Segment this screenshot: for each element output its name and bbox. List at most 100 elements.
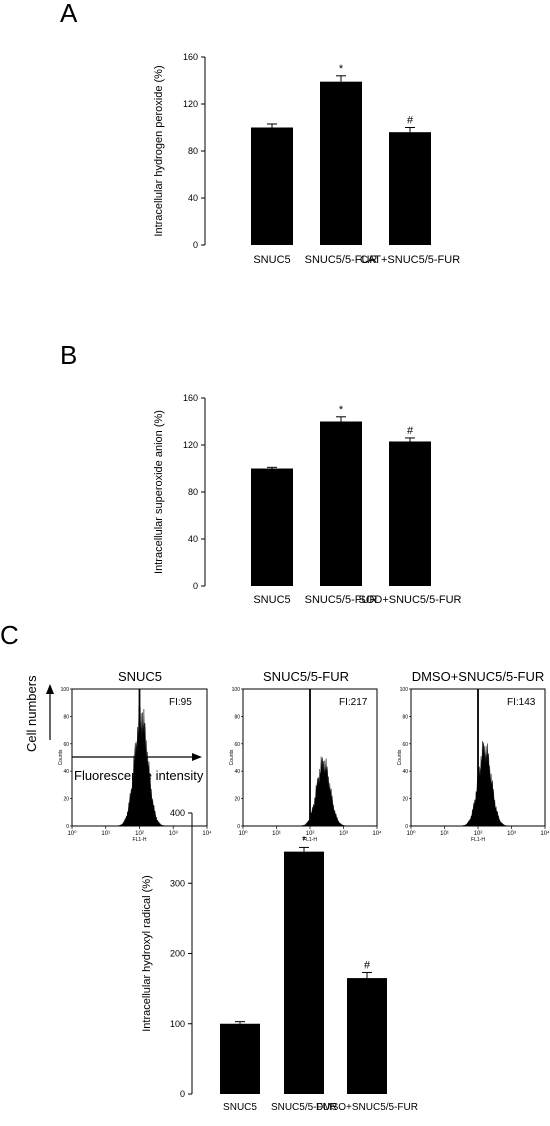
category-label: SNUC5	[253, 254, 290, 266]
histogram-y-tick-label: 100	[61, 687, 70, 693]
histogram-y-tick-label: 60	[63, 742, 69, 748]
histogram-x-label: FL1-H	[471, 837, 485, 843]
histogram-y-label: Counts	[229, 749, 235, 765]
significance-marker: *	[339, 63, 344, 75]
cell-numbers-arrow	[46, 684, 54, 740]
bar-3	[389, 441, 431, 586]
category-label: SNUC5/5-FUR	[305, 594, 378, 606]
histogram-y-tick-label: 20	[234, 797, 240, 803]
histogram-x-tick-label: 10³	[339, 831, 348, 837]
bar-1	[220, 1023, 260, 1094]
category-label: SOD+SNUC5/5-FUR	[359, 594, 462, 606]
cell-numbers-label: Cell numbers	[24, 675, 39, 752]
y-tick-label: 200	[170, 949, 185, 959]
y-tick-label: 0	[193, 581, 198, 591]
histogram-x-label: FL1-H	[303, 837, 317, 843]
histogram-y-tick-label: 0	[66, 824, 69, 830]
fluorescence-index-label: FI:95	[169, 697, 192, 708]
category-label: SNUC5/5-FUR	[305, 254, 378, 266]
y-tick-label: 160	[183, 393, 198, 403]
category-label: SNUC5/5-FUR	[271, 1102, 337, 1113]
histogram-y-tick-label: 0	[405, 824, 408, 830]
y-tick-label: 400	[170, 808, 185, 818]
y-tick-label: 120	[183, 99, 198, 109]
histogram-y-label: Counts	[58, 749, 64, 765]
histogram-x-tick-label: 10²	[135, 831, 144, 837]
histogram-y-tick-label: 20	[63, 797, 69, 803]
histogram-distribution	[115, 705, 167, 827]
bar-1	[251, 127, 293, 245]
histogram-x-tick-label: 10⁴	[202, 830, 212, 837]
histogram-x-tick-label: 10¹	[101, 831, 110, 837]
histogram-y-tick-label: 80	[63, 714, 69, 720]
histogram-y-tick-label: 0	[237, 824, 240, 830]
histogram-x-tick-label: 10¹	[440, 831, 449, 837]
histogram-y-tick-label: 80	[234, 714, 240, 720]
bar-2	[284, 851, 324, 1094]
y-axis-label: Intracellular hydrogen peroxide (%)	[153, 65, 165, 236]
histogram-x-tick-label: 10³	[169, 831, 178, 837]
panel-letter-c: C	[0, 620, 19, 650]
histogram-y-tick-label: 20	[402, 797, 408, 803]
histogram-title-1: SNUC5	[117, 669, 163, 684]
y-tick-label: 80	[188, 146, 198, 156]
histogram-y-tick-label: 40	[63, 769, 69, 775]
histogram-title-3: DMSO+SNUC5/5-FUR	[411, 669, 545, 684]
histogram-x-tick-label: 10⁰	[406, 830, 416, 837]
y-tick-label: 0	[180, 1089, 185, 1099]
y-axis-label: Intracellular superoxide anion (%)	[153, 410, 165, 574]
bar-chart-1: 0 40 80 120 160 Intracellular hydrogen peroxi…	[153, 52, 460, 266]
category-label: DMSO+SNUC5/5-FUR	[316, 1102, 418, 1113]
bar-3	[347, 978, 387, 1094]
bar-2	[320, 81, 362, 245]
y-tick-label: 40	[188, 193, 198, 203]
histogram-y-tick-label: 60	[234, 742, 240, 748]
histogram-x-label: FL1-H	[133, 837, 147, 843]
histogram-x-tick-label: 10¹	[272, 831, 281, 837]
histogram-distribution	[298, 756, 349, 827]
bar-3	[389, 132, 431, 245]
histogram-x-tick-label: 10²	[306, 831, 315, 837]
histogram-x-tick-label: 10²	[474, 831, 483, 837]
significance-marker: #	[407, 115, 414, 127]
y-tick-label: 120	[183, 440, 198, 450]
fluorescence-index-label: FI:143	[507, 697, 536, 708]
histogram-y-tick-label: 80	[402, 714, 408, 720]
histogram-1: 0 20 40 60 80 100 Counts 10⁰ 10¹ 10² 10³ 10⁴ FL1-H FI…	[58, 687, 212, 843]
histogram-x-tick-label: 10⁴	[372, 830, 382, 837]
panel-letter-a: A	[60, 0, 78, 28]
category-label: SNUC5	[253, 594, 290, 606]
histogram-distribution	[459, 741, 510, 827]
histogram-y-tick-label: 40	[234, 769, 240, 775]
histogram-x-tick-label: 10⁰	[67, 830, 77, 837]
bar-chart-2: 0 40 80 120 160 Intracellular superoxide anio…	[153, 393, 462, 606]
fluorescence-arrow	[72, 753, 202, 761]
histogram-y-tick-label: 100	[232, 687, 241, 693]
y-tick-label: 160	[183, 52, 198, 62]
y-tick-label: 80	[188, 487, 198, 497]
panel-letter-b: B	[60, 340, 78, 370]
histogram-2: 0 20 40 60 80 100 Counts 10⁰ 10¹ 10² 10³ 10⁴ FL1-H FI…	[229, 687, 382, 843]
histogram-y-tick-label: 60	[402, 742, 408, 748]
histogram-x-tick-label: 10⁰	[238, 830, 248, 837]
bar-chart-3: 0 100 200 300 400 Intracellular hydroxyl radi…	[141, 808, 418, 1113]
significance-marker: #	[407, 425, 414, 437]
histogram-3: 0 20 40 60 80 100 Counts 10⁰ 10¹ 10² 10³ 10⁴ FL1-H FI…	[397, 687, 550, 843]
histogram-x-tick-label: 10³	[507, 831, 516, 837]
y-tick-label: 0	[193, 240, 198, 250]
histogram-x-tick-label: 10⁴	[540, 830, 550, 837]
significance-marker: #	[364, 959, 371, 971]
histogram-y-tick-label: 40	[402, 769, 408, 775]
y-tick-label: 100	[170, 1019, 185, 1029]
category-label: CAT+SNUC5/5-FUR	[360, 254, 460, 266]
histogram-title-2: SNUC5/5-FUR	[263, 669, 349, 684]
bar-2	[320, 421, 362, 586]
y-tick-label: 40	[188, 534, 198, 544]
bar-1	[251, 468, 293, 586]
y-axis-label: Intracellular hydroxyl radical (%)	[141, 875, 153, 1032]
y-tick-label: 300	[170, 878, 185, 888]
category-label: SNUC5	[223, 1102, 257, 1113]
histogram-y-tick-label: 100	[400, 687, 409, 693]
fluorescence-index-label: FI:217	[339, 697, 368, 708]
